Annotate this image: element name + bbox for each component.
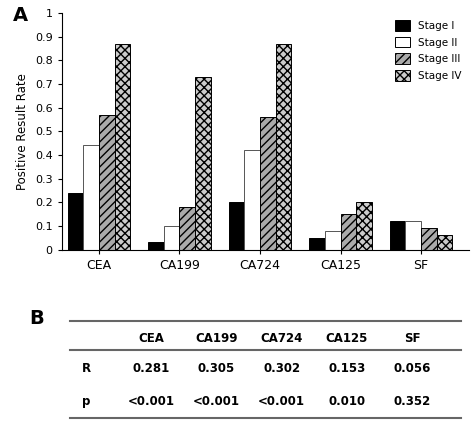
Text: 0.153: 0.153: [328, 363, 365, 375]
Bar: [421, 228, 437, 250]
Bar: [340, 214, 356, 250]
Text: 0.281: 0.281: [133, 363, 170, 375]
Text: <0.001: <0.001: [193, 396, 240, 408]
Bar: [148, 242, 164, 250]
Bar: [195, 77, 210, 250]
Bar: [245, 150, 260, 250]
Text: 0.010: 0.010: [328, 396, 365, 408]
Bar: [164, 226, 180, 250]
Text: 0.352: 0.352: [393, 396, 431, 408]
Text: CEA: CEA: [138, 332, 164, 344]
Text: <0.001: <0.001: [128, 396, 175, 408]
Text: 0.305: 0.305: [198, 363, 235, 375]
Text: R: R: [82, 363, 91, 375]
Text: SF: SF: [404, 332, 420, 344]
Bar: [180, 207, 195, 250]
Bar: [310, 238, 325, 250]
Text: p: p: [82, 396, 90, 408]
Bar: [260, 117, 275, 250]
Bar: [437, 236, 452, 250]
Text: CA125: CA125: [326, 332, 368, 344]
Text: CA199: CA199: [195, 332, 238, 344]
Bar: [115, 44, 130, 250]
Bar: [99, 115, 115, 250]
Bar: [229, 202, 245, 250]
Bar: [356, 202, 372, 250]
Text: <0.001: <0.001: [258, 396, 305, 408]
Bar: [275, 44, 291, 250]
Bar: [83, 145, 99, 250]
Text: B: B: [29, 309, 44, 328]
Text: CA724: CA724: [261, 332, 303, 344]
Text: 0.302: 0.302: [263, 363, 301, 375]
Legend: Stage I, Stage II, Stage III, Stage IV: Stage I, Stage II, Stage III, Stage IV: [392, 18, 464, 83]
Text: 0.056: 0.056: [393, 363, 431, 375]
Bar: [405, 221, 421, 250]
Bar: [390, 221, 405, 250]
Y-axis label: Positive Result Rate: Positive Result Rate: [16, 73, 29, 190]
Bar: [325, 231, 340, 250]
Bar: [68, 193, 83, 250]
Text: A: A: [13, 6, 28, 25]
